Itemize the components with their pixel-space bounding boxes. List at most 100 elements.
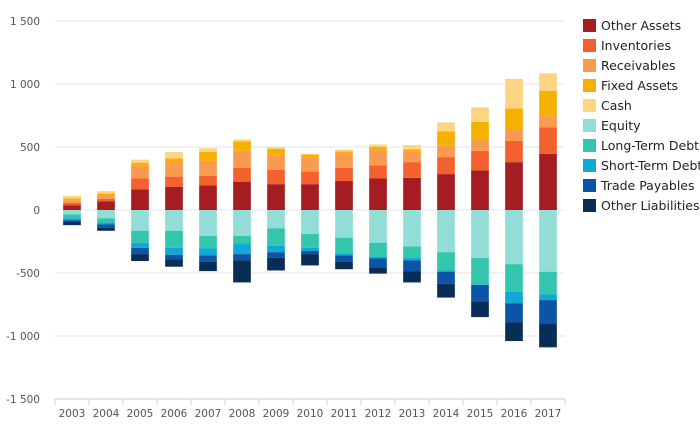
legend-item[interactable]: Receivables	[583, 58, 676, 73]
bar-segment-long-term-debt[interactable]	[301, 233, 319, 248]
bar-segment-cash[interactable]	[369, 144, 387, 147]
bar-segment-cash[interactable]	[301, 153, 319, 155]
bar-segment-equity[interactable]	[539, 210, 557, 272]
bar-segment-other-assets[interactable]	[335, 181, 353, 210]
bar-segment-cash[interactable]	[335, 149, 353, 152]
bar-segment-other-assets[interactable]	[131, 189, 149, 210]
bar-segment-other-assets[interactable]	[165, 186, 183, 210]
bar-segment-fixed-assets[interactable]	[437, 131, 455, 146]
bar-segment-fixed-assets[interactable]	[199, 152, 217, 161]
bar-segment-long-term-debt[interactable]	[63, 214, 81, 219]
bar-segment-trade-payables[interactable]	[301, 250, 319, 255]
bar-segment-fixed-assets[interactable]	[233, 141, 251, 151]
bar-segment-other-assets[interactable]	[267, 184, 285, 210]
bar-segment-short-term-debt[interactable]	[233, 243, 251, 255]
bar-segment-short-term-debt[interactable]	[505, 291, 523, 304]
bar-segment-other-assets[interactable]	[63, 205, 81, 210]
bar-segment-equity[interactable]	[233, 210, 251, 236]
bar-segment-receivables[interactable]	[267, 155, 285, 170]
bar-segment-equity[interactable]	[63, 210, 81, 215]
bar-segment-trade-payables[interactable]	[471, 284, 489, 302]
bar-segment-equity[interactable]	[301, 210, 319, 234]
bar-segment-other-liabilities[interactable]	[63, 221, 81, 226]
bar-segment-inventories[interactable]	[131, 178, 149, 190]
bar-segment-receivables[interactable]	[369, 150, 387, 166]
bar-segment-cash[interactable]	[131, 159, 149, 163]
bar-segment-short-term-debt[interactable]	[63, 218, 81, 221]
bar-segment-inventories[interactable]	[267, 169, 285, 185]
bar-segment-receivables[interactable]	[403, 151, 421, 163]
bar-segment-receivables[interactable]	[131, 165, 149, 179]
bar-segment-other-liabilities[interactable]	[301, 254, 319, 266]
bar-segment-long-term-debt[interactable]	[165, 230, 183, 248]
bar-segment-fixed-assets[interactable]	[403, 149, 421, 152]
bar-segment-equity[interactable]	[505, 210, 523, 265]
bar-segment-receivables[interactable]	[539, 116, 557, 128]
bar-segment-short-term-debt[interactable]	[335, 253, 353, 256]
bar-segment-inventories[interactable]	[199, 175, 217, 186]
bar-segment-inventories[interactable]	[505, 140, 523, 163]
legend-item[interactable]: Other Assets	[583, 18, 681, 33]
bar-segment-receivables[interactable]	[97, 195, 115, 199]
bar-segment-inventories[interactable]	[437, 157, 455, 175]
bar-segment-cash[interactable]	[437, 122, 455, 132]
bar-segment-fixed-assets[interactable]	[539, 90, 557, 117]
bar-segment-other-assets[interactable]	[505, 162, 523, 210]
bar-segment-cash[interactable]	[165, 152, 183, 159]
bar-segment-long-term-debt[interactable]	[369, 242, 387, 257]
bar-segment-equity[interactable]	[369, 210, 387, 243]
bar-segment-other-assets[interactable]	[437, 174, 455, 210]
bar-segment-fixed-assets[interactable]	[301, 154, 319, 158]
legend[interactable]: Other Assets Inventories Receivables Fixed …	[583, 18, 700, 213]
bar-segment-short-term-debt[interactable]	[199, 248, 217, 256]
bar-segment-short-term-debt[interactable]	[369, 256, 387, 259]
bar-segment-short-term-debt[interactable]	[403, 257, 421, 261]
bar-segment-equity[interactable]	[437, 210, 455, 253]
bar-segment-inventories[interactable]	[301, 171, 319, 185]
bar-segment-trade-payables[interactable]	[131, 247, 149, 255]
bar-segment-cash[interactable]	[267, 147, 285, 149]
bar-segment-fixed-assets[interactable]	[335, 151, 353, 154]
bar-segment-fixed-assets[interactable]	[97, 193, 115, 196]
bar-segment-fixed-assets[interactable]	[165, 158, 183, 162]
bar-segment-receivables[interactable]	[165, 161, 183, 177]
bar-segment-equity[interactable]	[97, 210, 115, 219]
bar-segment-receivables[interactable]	[233, 150, 251, 168]
bar-segment-equity[interactable]	[471, 210, 489, 258]
bar-segment-other-liabilities[interactable]	[97, 227, 115, 231]
bar-segment-fixed-assets[interactable]	[131, 162, 149, 166]
bar-segment-other-liabilities[interactable]	[165, 259, 183, 267]
bar-segment-equity[interactable]	[267, 210, 285, 229]
bar-segment-long-term-debt[interactable]	[335, 237, 353, 254]
bar-segment-cash[interactable]	[199, 148, 217, 153]
bar-segment-receivables[interactable]	[199, 160, 217, 176]
bar-segment-cash[interactable]	[97, 191, 115, 194]
bar-segment-other-assets[interactable]	[369, 178, 387, 211]
bar-segment-inventories[interactable]	[539, 127, 557, 154]
bar-segment-cash[interactable]	[63, 195, 81, 199]
bar-segment-other-assets[interactable]	[233, 181, 251, 210]
bar-segment-other-assets[interactable]	[301, 184, 319, 210]
bar-segment-trade-payables[interactable]	[233, 254, 251, 261]
bar-segment-long-term-debt[interactable]	[131, 230, 149, 243]
legend-item[interactable]: Long-Term Debt	[583, 138, 699, 153]
legend-item[interactable]: Short-Term Debt	[583, 158, 700, 173]
bar-segment-long-term-debt[interactable]	[199, 235, 217, 249]
bar-segment-trade-payables[interactable]	[403, 260, 421, 272]
legend-item[interactable]: Trade Payables	[583, 178, 695, 193]
bar-segment-cash[interactable]	[505, 78, 523, 109]
bar-segment-inventories[interactable]	[403, 162, 421, 178]
bar-segment-equity[interactable]	[199, 210, 217, 236]
legend-item[interactable]: Cash	[583, 98, 632, 113]
bar-segment-receivables[interactable]	[437, 145, 455, 158]
bar-segment-other-liabilities[interactable]	[403, 271, 421, 283]
bar-segment-other-liabilities[interactable]	[131, 254, 149, 262]
bar-segment-other-liabilities[interactable]	[471, 301, 489, 318]
bar-segment-trade-payables[interactable]	[505, 303, 523, 323]
bar-segment-long-term-debt[interactable]	[505, 264, 523, 292]
bar-segment-receivables[interactable]	[301, 157, 319, 172]
bar-segment-trade-payables[interactable]	[267, 252, 285, 258]
bar-segment-other-assets[interactable]	[199, 185, 217, 210]
bar-segment-other-assets[interactable]	[471, 170, 489, 210]
legend-item[interactable]: Equity	[583, 118, 641, 133]
